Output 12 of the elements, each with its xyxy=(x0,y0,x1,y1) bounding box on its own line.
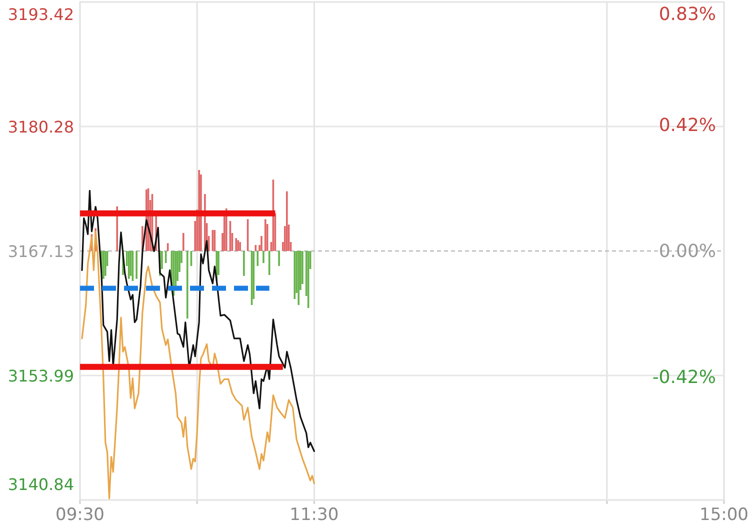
y-tick-label: 3193.42 xyxy=(8,5,74,24)
x-tick-label: 15:00 xyxy=(700,505,748,525)
y2-tick-label: 0.00% xyxy=(658,241,716,262)
y2-tick-label: -0.42% xyxy=(652,367,716,388)
y2-tick-label: 0.83% xyxy=(658,4,716,25)
y-tick-label: 3153.99 xyxy=(8,366,74,386)
y-tick-label: 3167.13 xyxy=(8,242,74,261)
y2-tick-label: 0.42% xyxy=(658,115,716,136)
x-tick-label: 11:30 xyxy=(290,505,339,525)
x-tick-label: 09:30 xyxy=(56,505,104,525)
y-tick-label: 3180.28 xyxy=(8,117,74,136)
y-tick-label: 3140.84 xyxy=(8,475,74,494)
